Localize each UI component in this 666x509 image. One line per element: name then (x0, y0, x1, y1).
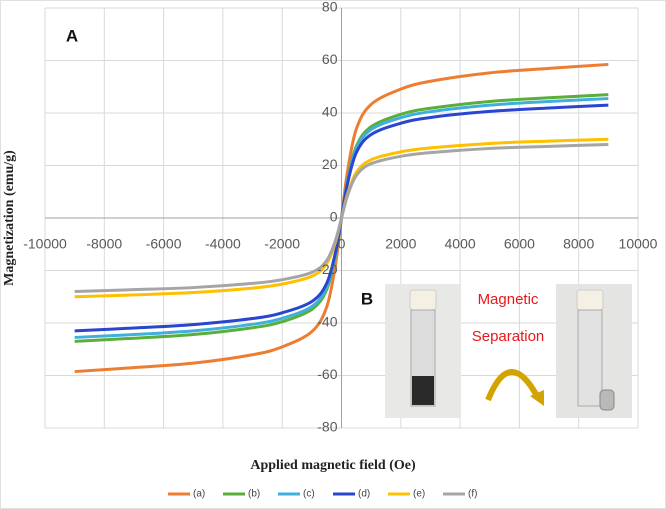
y-tick-label: 60 (322, 51, 338, 67)
annotation: Magnetic (478, 291, 539, 308)
annotation: A (66, 26, 78, 45)
x-tick-label: 8000 (563, 236, 594, 252)
x-tick-label: -6000 (146, 236, 182, 252)
x-tick-label: 10000 (619, 236, 658, 252)
y-tick-label: -80 (317, 419, 337, 435)
legend-label: (a) (193, 489, 205, 500)
series-line (74, 143, 609, 293)
y-tick-label: -60 (317, 366, 337, 382)
legend-label: (e) (413, 489, 425, 500)
annotation: B (361, 289, 373, 308)
vial-cap (576, 289, 604, 311)
legend-label: (c) (303, 489, 315, 500)
legend-label: (b) (248, 489, 260, 500)
x-tick-label: -4000 (205, 236, 241, 252)
x-tick-label: -2000 (264, 236, 300, 252)
y-tick-label: -20 (317, 261, 337, 277)
annotation: Separation (472, 328, 545, 345)
y-tick-label: 20 (322, 156, 338, 172)
x-tick-label: -8000 (86, 236, 122, 252)
x-tick-label: 4000 (445, 236, 476, 252)
magnet (599, 389, 615, 411)
arrow-head (530, 390, 544, 406)
y-tick-label: -40 (317, 314, 337, 330)
vial (577, 309, 603, 407)
legend-label: (d) (358, 489, 370, 500)
arrow (485, 369, 541, 402)
y-axis-title: Magnetization (emu/g) (2, 150, 17, 286)
x-tick-label: -10000 (23, 236, 67, 252)
particles (412, 376, 434, 405)
x-tick-label: 2000 (385, 236, 416, 252)
legend-label: (f) (468, 489, 477, 500)
x-tick-label: 0 (338, 236, 346, 252)
x-tick-label: 6000 (504, 236, 535, 252)
x-axis-title: Applied magnetic field (Oe) (250, 458, 416, 473)
lines (74, 62, 609, 374)
y-tick-label: 80 (322, 0, 338, 15)
vial-cap (409, 289, 437, 311)
inset-photos (385, 284, 632, 418)
y-tick-label: 0 (330, 209, 338, 225)
y-tick-label: 40 (322, 104, 338, 120)
grid (44, 7, 639, 429)
